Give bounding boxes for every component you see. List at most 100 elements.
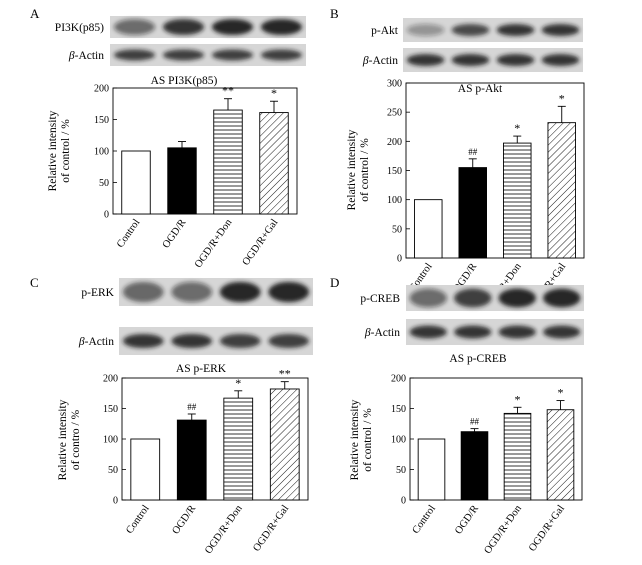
y-tick-label: 200: [387, 137, 402, 148]
blot-band: [171, 334, 213, 348]
x-tick-label: OGD/R+Don: [203, 503, 245, 556]
bar: [503, 142, 532, 259]
bar: [503, 412, 532, 501]
blot-band: [260, 19, 303, 35]
blot-band: [541, 24, 580, 36]
y-tick-label: 50: [396, 465, 406, 476]
x-tick-label: OGD/R+Don: [482, 503, 524, 556]
panel-a: A PI3K(p85) β-Actin AS PI3K(p85) 0 50 100 150 20…: [30, 6, 306, 270]
blot-band: [113, 19, 156, 35]
blot-label: β-Actin: [68, 50, 104, 62]
x-tick-label: OGD/R+Gal: [527, 503, 567, 553]
bar: [546, 409, 575, 501]
blot-band: [543, 325, 581, 339]
blot-band: [498, 288, 536, 308]
blot-band: [171, 281, 213, 303]
panel-c: Cp-ERK β-Actin AS p-ERK 0 50 100 150 200 Relativ…: [30, 275, 313, 556]
bar: [176, 419, 207, 501]
chart-title: AS PI3K(p85): [151, 75, 218, 87]
blot-band: [451, 54, 490, 66]
blot-label: β-Actin: [364, 327, 400, 339]
blot-band: [454, 325, 492, 339]
bar: [269, 388, 300, 501]
x-tick-label: OGD/R: [170, 503, 198, 536]
significance-marker: ##: [470, 417, 480, 427]
blot-band: [409, 325, 447, 339]
y-tick-label: 50: [99, 178, 109, 189]
y-axis-label: Relative intensityof contro / %: [57, 399, 82, 480]
blot-band: [406, 54, 445, 66]
bar: [458, 167, 487, 259]
significance-marker: *: [558, 386, 564, 400]
blot-label: PI3K(p85): [55, 22, 104, 34]
blot-band: [268, 281, 310, 303]
blot-band: [122, 281, 164, 303]
y-tick-label: 200: [391, 374, 406, 385]
y-tick-label: 0: [397, 254, 402, 265]
chart-title: AS p-ERK: [176, 363, 227, 375]
blot-band: [219, 281, 261, 303]
x-tick-label: Control: [115, 217, 142, 250]
blot-strip: [110, 44, 306, 66]
blot-strip: [119, 327, 313, 355]
y-tick-label: 0: [401, 496, 406, 507]
significance-marker: **: [222, 84, 234, 98]
x-tick-label: OGD/R+Gal: [241, 217, 281, 267]
y-axis-label: Relative intensityof control / %: [47, 110, 72, 191]
blot-band: [211, 49, 254, 61]
blot-label: p-Akt: [371, 25, 399, 37]
chart-title: AS p-Akt: [458, 83, 503, 95]
blot-background: [110, 44, 306, 66]
y-tick-label: 100: [387, 195, 402, 206]
blot-band: [260, 49, 303, 61]
y-tick-label: 150: [94, 115, 109, 126]
y-tick-label: 0: [113, 496, 118, 507]
panel-label: C: [30, 275, 39, 290]
blot-band: [162, 19, 205, 35]
bar: [121, 150, 151, 215]
y-tick-label: 100: [103, 435, 118, 446]
blot-band: [219, 334, 261, 348]
blot-strip: [403, 18, 583, 42]
y-tick-label: 200: [94, 84, 109, 95]
blot-band: [113, 49, 156, 61]
significance-marker: *: [514, 121, 520, 135]
y-tick-label: 150: [103, 404, 118, 415]
bar: [223, 397, 254, 501]
x-tick-label: OGD/R: [453, 503, 481, 536]
panel-label: D: [330, 275, 339, 290]
blot-band: [543, 288, 581, 308]
panel-label: B: [330, 6, 339, 21]
blot-label: β-Actin: [362, 55, 398, 67]
blot-band: [496, 24, 535, 36]
y-tick-label: 300: [387, 79, 402, 90]
significance-marker: *: [235, 376, 241, 390]
blot-strip: [406, 319, 584, 345]
blot-band: [122, 334, 164, 348]
blot-band: [406, 24, 445, 36]
blot-label: p-CREB: [360, 293, 400, 305]
y-tick-label: 250: [387, 108, 402, 119]
y-tick-label: 150: [387, 166, 402, 177]
panel-label: A: [30, 6, 40, 21]
blot-band: [496, 54, 535, 66]
significance-marker: *: [559, 91, 565, 105]
blot-strip: [110, 16, 306, 38]
bar: [167, 147, 197, 215]
blot-band: [211, 19, 254, 35]
significance-marker: *: [515, 392, 521, 406]
bar: [414, 199, 443, 259]
y-tick-label: 0: [104, 210, 109, 221]
significance-marker: ##: [187, 402, 197, 412]
chart-title: AS p-CREB: [449, 353, 507, 365]
significance-marker: ##: [468, 147, 478, 157]
bar: [547, 122, 576, 259]
blot-band: [162, 49, 205, 61]
x-tick-label: OGD/R+Don: [193, 217, 235, 270]
bar: [213, 109, 243, 215]
blot-band: [268, 334, 310, 348]
y-tick-label: 50: [108, 465, 118, 476]
x-tick-label: Control: [411, 503, 438, 536]
y-tick-label: 50: [392, 224, 402, 235]
